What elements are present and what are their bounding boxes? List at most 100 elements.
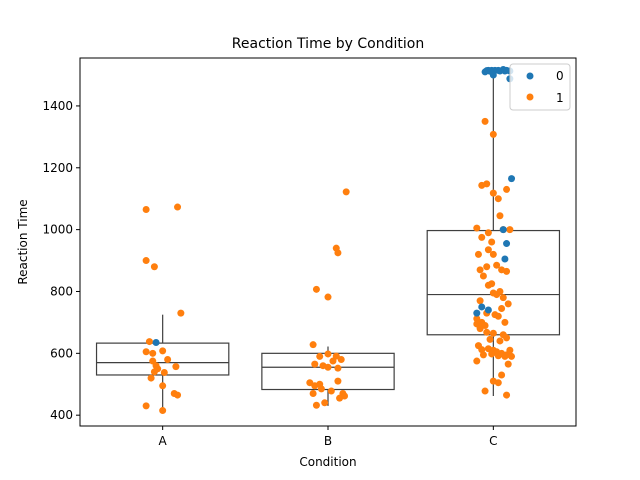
point-series-1-108 xyxy=(508,352,516,360)
point-series-1-52 xyxy=(483,180,491,188)
point-series-1-32 xyxy=(329,357,337,365)
point-series-0-21 xyxy=(484,306,492,314)
legend-marker-1 xyxy=(526,93,534,101)
point-series-1-2 xyxy=(142,257,150,265)
point-series-1-55 xyxy=(503,185,511,193)
point-series-1-87 xyxy=(501,318,509,326)
point-series-1-9 xyxy=(164,356,172,364)
x-tick-label-c: C xyxy=(489,434,497,448)
point-series-1-16 xyxy=(147,374,155,382)
point-series-1-29 xyxy=(316,352,324,360)
point-series-1-110 xyxy=(504,360,512,368)
point-series-1-26 xyxy=(324,293,332,301)
point-series-0-16 xyxy=(499,226,507,234)
y-tick-label-1000: 1000 xyxy=(42,223,73,237)
point-series-1-54 xyxy=(494,195,502,203)
point-series-1-6 xyxy=(142,348,150,356)
point-series-1-5 xyxy=(145,338,153,346)
point-series-1-14 xyxy=(150,368,158,376)
point-series-1-22 xyxy=(342,188,350,196)
x-axis-label: Condition xyxy=(299,455,356,469)
point-series-1-79 xyxy=(476,297,484,305)
point-series-1-41 xyxy=(317,385,325,393)
y-tick-label-800: 800 xyxy=(50,284,73,298)
point-series-1-35 xyxy=(324,363,332,371)
legend-label-0: 0 xyxy=(556,69,564,83)
point-series-1-53 xyxy=(489,189,497,197)
point-series-1-70 xyxy=(476,266,484,274)
point-series-1-115 xyxy=(503,391,511,399)
box-b-iqr xyxy=(261,352,395,391)
point-series-1-42 xyxy=(309,390,317,398)
point-series-1-25 xyxy=(312,285,320,293)
point-series-1-3 xyxy=(150,263,158,271)
point-series-1-103 xyxy=(506,346,514,354)
point-series-1-67 xyxy=(493,261,501,269)
point-series-1-65 xyxy=(474,250,482,258)
series-0-points xyxy=(152,65,516,347)
y-tick-label-400: 400 xyxy=(50,408,73,422)
point-series-1-19 xyxy=(174,391,182,399)
point-series-1-15 xyxy=(160,369,168,377)
point-series-1-93 xyxy=(503,334,511,342)
series-1-points xyxy=(142,117,516,415)
point-series-1-90 xyxy=(483,328,491,336)
legend-label-1: 1 xyxy=(556,91,564,105)
point-series-1-78 xyxy=(504,300,512,308)
point-series-1-57 xyxy=(473,224,481,232)
point-series-0-7 xyxy=(496,67,504,75)
point-series-1-64 xyxy=(489,250,497,258)
point-series-1-1 xyxy=(174,203,182,211)
y-tick-label-1400: 1400 xyxy=(42,99,73,113)
point-series-1-94 xyxy=(486,335,494,343)
point-series-1-58 xyxy=(484,229,492,237)
point-series-1-107 xyxy=(501,352,509,360)
point-series-1-109 xyxy=(473,357,481,365)
point-series-1-0 xyxy=(142,206,150,214)
y-axis: 400 600 800 1000 1200 1400 xyxy=(42,99,80,422)
point-series-1-36 xyxy=(334,364,342,372)
point-series-1-61 xyxy=(478,233,486,241)
point-series-1-47 xyxy=(321,399,329,407)
point-series-1-39 xyxy=(334,377,342,385)
point-series-1-50 xyxy=(489,130,497,138)
point-series-1-46 xyxy=(341,392,349,400)
point-series-1-60 xyxy=(506,226,514,234)
point-series-1-80 xyxy=(498,304,506,312)
point-series-0-14 xyxy=(489,71,497,79)
point-series-1-49 xyxy=(481,117,489,125)
point-series-1-77 xyxy=(499,294,507,302)
legend-frame xyxy=(509,63,571,111)
point-series-1-7 xyxy=(149,349,157,357)
y-tick-label-600: 600 xyxy=(50,346,73,360)
point-series-1-20 xyxy=(142,402,150,410)
point-series-0-18 xyxy=(501,255,509,263)
point-series-1-91 xyxy=(489,329,497,337)
x-tick-label-b: B xyxy=(324,434,332,448)
y-axis-label: Reaction Time xyxy=(16,199,30,284)
point-series-1-63 xyxy=(484,246,492,254)
point-series-1-31 xyxy=(337,356,345,364)
point-series-1-56 xyxy=(496,212,504,220)
point-series-1-104 xyxy=(479,351,487,359)
y-tick-label-1200: 1200 xyxy=(42,161,73,175)
point-series-0-17 xyxy=(503,240,511,248)
point-series-1-73 xyxy=(488,280,496,288)
chart-title: Reaction Time by Condition xyxy=(232,36,424,52)
point-series-1-83 xyxy=(494,312,502,320)
point-series-1-27 xyxy=(309,341,317,349)
point-series-1-17 xyxy=(159,382,167,390)
point-series-1-66 xyxy=(483,263,491,271)
point-series-1-76 xyxy=(496,287,504,295)
x-axis: A B C xyxy=(159,426,498,448)
legend: 0 1 xyxy=(509,63,571,111)
point-series-0-0 xyxy=(152,339,160,347)
point-series-1-48 xyxy=(312,401,320,409)
point-series-1-106 xyxy=(494,352,502,360)
point-series-1-24 xyxy=(334,249,342,257)
point-series-1-28 xyxy=(324,350,332,358)
point-series-1-97 xyxy=(478,346,486,354)
point-series-1-30 xyxy=(332,352,340,360)
point-series-0-20 xyxy=(473,309,481,317)
